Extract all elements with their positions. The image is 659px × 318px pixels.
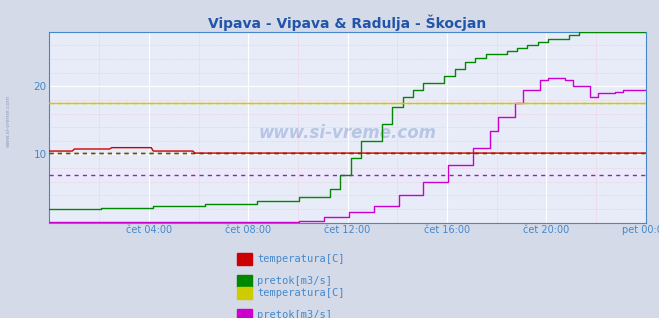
Text: temperatura[C]: temperatura[C] — [257, 254, 345, 264]
Text: www.si-vreme.com: www.si-vreme.com — [5, 95, 11, 147]
Title: Vipava - Vipava & Radulja - Škocjan: Vipava - Vipava & Radulja - Škocjan — [208, 14, 487, 31]
Text: pretok[m3/s]: pretok[m3/s] — [257, 276, 332, 287]
Text: temperatura[C]: temperatura[C] — [257, 287, 345, 298]
Text: www.si-vreme.com: www.si-vreme.com — [258, 124, 437, 142]
Text: pretok[m3/s]: pretok[m3/s] — [257, 310, 332, 318]
